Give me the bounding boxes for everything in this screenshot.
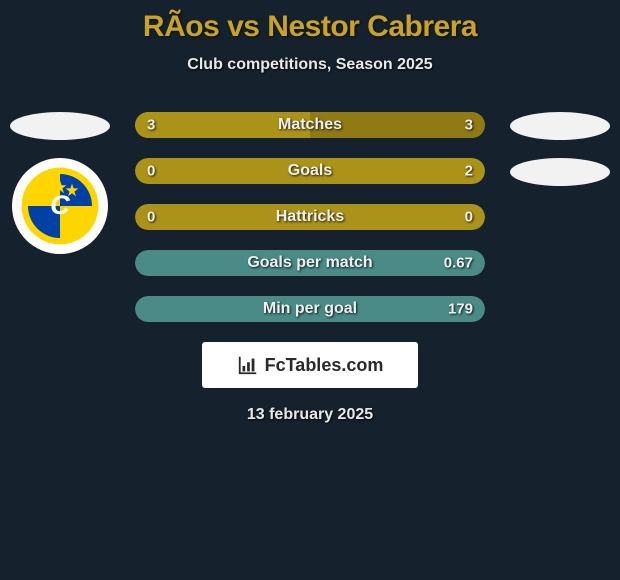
page-title: RÃ­os vs Nestor Cabrera [0,10,620,44]
stat-bar-background [135,204,485,230]
stat-value-left: 0 [147,163,155,180]
stat-bar-left-fill [135,112,310,138]
stat-value-right: 0.67 [444,255,473,272]
player-placeholder [510,112,610,140]
watermark-badge: FcTables.com [202,342,418,388]
stats-bars-column: 33Matches02Goals00Hattricks0.67Goals per… [135,112,485,322]
content-wrapper: RÃ­os vs Nestor Cabrera Club competition… [0,0,620,424]
stat-row: 02Goals [135,158,485,184]
date-line: 13 february 2025 [0,406,620,424]
stat-bar-background [135,158,485,184]
chart-icon [237,354,259,376]
club-badge-left: C [12,158,108,254]
stat-row: 00Hattricks [135,204,485,230]
right-player-column [510,112,610,204]
svg-text:C: C [50,189,70,220]
stat-value-right: 3 [465,117,473,134]
watermark-text: FcTables.com [265,355,384,376]
stat-value-right: 0 [465,209,473,226]
player-placeholder [10,112,110,140]
stat-bar-right-fill [310,112,485,138]
page-subtitle: Club competitions, Season 2025 [0,56,620,74]
stat-row: 0.67Goals per match [135,250,485,276]
stat-value-left: 0 [147,209,155,226]
stats-area: C 33Matches02Goals00Hattricks0.67Goals p… [0,112,620,322]
stat-row: 179Min per goal [135,296,485,322]
stat-bar-background [135,296,485,322]
club-crest-icon: C [20,166,100,246]
stat-value-right: 2 [465,163,473,180]
player-placeholder [510,158,610,186]
stat-bar-background [135,250,485,276]
stat-value-left: 3 [147,117,155,134]
stat-row: 33Matches [135,112,485,138]
left-player-column: C [10,112,110,254]
stat-value-right: 179 [448,301,473,318]
